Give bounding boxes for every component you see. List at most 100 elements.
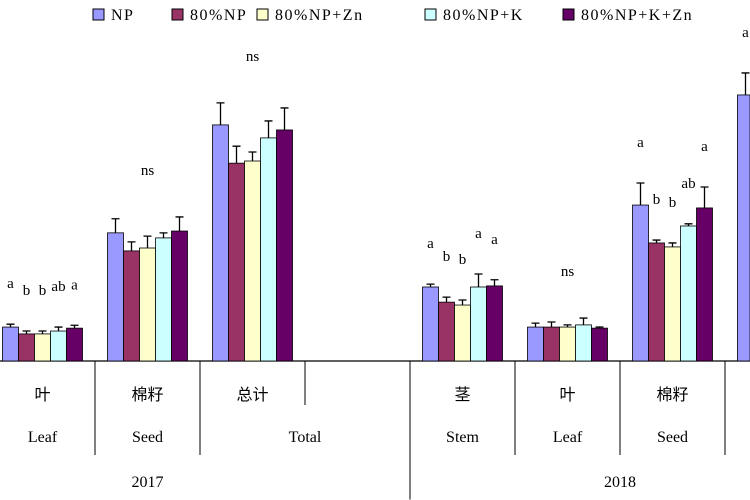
year-label-2018: 2018	[604, 474, 636, 491]
legend-label-80pctnp-plus-k-plus-zn: 80%NP+K+Zn	[581, 7, 693, 24]
bar-2018-stem-80pctnp-plus-zn	[454, 304, 471, 362]
bar-2017-seed-np	[107, 232, 124, 362]
significance-letter-2018-seed-80pctnp-plus-zn: b	[669, 195, 677, 211]
category-label-en-2018-seed: Seed	[657, 429, 688, 446]
category-label-cn-2017-seed: 棉籽	[131, 386, 163, 404]
error-bar-2018-category-3-np	[741, 72, 750, 95]
error-bar-2018-leaf-np	[531, 322, 540, 328]
error-bar-2017-total-80pctnp-plus-k-plus-zn	[280, 107, 289, 130]
category-label-en-2017-total: Total	[289, 429, 322, 446]
significance-letter-2018-seed-np: a	[637, 135, 644, 151]
bar-2017-leaf-80pctnp-plus-zn	[34, 333, 51, 362]
error-bar-2017-seed-80pctnp-plus-k-plus-zn	[175, 216, 184, 232]
error-bar-2018-leaf-80pctnp-plus-k	[579, 317, 588, 325]
error-bar-2017-seed-np	[111, 218, 120, 233]
significance-letter-2018-category-3-np: a	[742, 25, 749, 41]
bar-2018-leaf-80pctnp-plus-k-plus-zn	[591, 327, 608, 362]
error-bar-2018-stem-80pctnp-plus-k	[474, 273, 483, 287]
bar-2017-total-80pctnp-plus-k	[260, 137, 277, 362]
error-bar-2018-seed-np	[636, 182, 645, 206]
error-bar-2017-total-80pctnp-plus-zn	[248, 151, 257, 162]
bar-2018-leaf-80pctnp-plus-k	[575, 324, 592, 362]
category-label-en-2017-seed: Seed	[132, 429, 163, 446]
error-bar-2018-leaf-80pctnp-plus-zn	[563, 324, 572, 328]
bar-2017-seed-80pctnp-plus-k	[155, 237, 172, 362]
bar-2018-leaf-80pctnp-plus-zn	[559, 326, 576, 362]
error-bar-2017-seed-80pctnp	[127, 241, 136, 251]
year-label-2017: 2017	[132, 474, 164, 491]
error-bar-2017-seed-80pctnp-plus-k	[159, 232, 168, 238]
legend-label-80pctnp-plus-k: 80%NP+K	[443, 7, 524, 24]
significance-letter-2017-leaf-80pctnp-plus-k-plus-zn: a	[71, 277, 78, 293]
significance-letter-2018-stem-np: a	[427, 236, 434, 252]
error-bar-2018-stem-80pctnp	[442, 296, 451, 303]
legend-label-np: NP	[111, 7, 134, 24]
significance-letter-2018-stem-80pctnp-plus-k-plus-zn: a	[491, 232, 498, 248]
bar-2018-leaf-np	[527, 326, 544, 362]
significance-label-2017-seed: ns	[141, 163, 155, 179]
error-bar-2018-leaf-80pctnp-plus-k-plus-zn	[595, 326, 604, 329]
error-bar-2017-leaf-np	[6, 323, 15, 328]
error-bar-2018-stem-np	[426, 283, 435, 287]
legend-label-80pctnp-plus-zn: 80%NP+Zn	[275, 7, 364, 24]
bar-2018-stem-80pctnp-plus-k	[470, 286, 487, 362]
legend-item-80pctnp-plus-k: 80%NP+K	[424, 7, 524, 24]
bar-2018-seed-80pctnp-plus-k	[680, 225, 697, 362]
legend-swatch-80pctnp-plus-k	[424, 8, 437, 21]
error-bar-2018-leaf-80pctnp	[547, 321, 556, 328]
legend-item-80pctnp-plus-k-plus-zn: 80%NP+K+Zn	[562, 7, 693, 24]
bar-2017-seed-80pctnp-plus-zn	[139, 247, 156, 362]
significance-letter-2018-seed-80pctnp-plus-k-plus-zn: a	[701, 139, 708, 155]
legend-label-80pctnp: 80%NP	[190, 7, 247, 24]
error-bar-2017-total-np	[216, 102, 225, 125]
error-bar-2017-total-80pctnp	[232, 145, 241, 164]
bar-2017-seed-80pctnp-plus-k-plus-zn	[171, 230, 188, 362]
category-label-cn-2018-leaf: 叶	[559, 386, 575, 404]
significance-letter-2018-stem-80pctnp: b	[443, 249, 451, 265]
legend-swatch-80pctnp-plus-k-plus-zn	[562, 8, 575, 21]
significance-label-2017-total: ns	[246, 49, 260, 65]
bar-2017-total-np	[212, 124, 229, 362]
error-bar-2017-seed-80pctnp-plus-zn	[143, 235, 152, 249]
error-bar-2017-total-80pctnp-plus-k	[264, 120, 273, 138]
category-label-cn-2018-seed: 棉籽	[656, 386, 688, 404]
bar-2018-leaf-80pctnp	[543, 326, 560, 362]
error-bar-2018-seed-80pctnp-plus-zn	[668, 242, 677, 247]
error-bar-2017-leaf-80pctnp	[22, 330, 31, 334]
significance-letter-2017-leaf-80pctnp: b	[23, 283, 31, 299]
error-bar-2018-seed-80pctnp	[652, 239, 661, 243]
bar-2018-stem-80pctnp-plus-k-plus-zn	[486, 285, 503, 362]
legend-swatch-80pctnp-plus-zn	[256, 8, 269, 21]
significance-letter-2017-leaf-80pctnp-plus-k: ab	[51, 279, 65, 295]
category-label-en-2017-leaf: Leaf	[28, 429, 58, 446]
error-bar-2018-stem-80pctnp-plus-k-plus-zn	[490, 279, 499, 286]
significance-letter-2017-leaf-np: a	[7, 276, 14, 292]
error-bar-2018-seed-80pctnp-plus-k	[684, 223, 693, 226]
bar-2017-total-80pctnp-plus-zn	[244, 160, 261, 362]
bar-2017-leaf-np	[2, 326, 19, 362]
bar-2017-leaf-80pctnp-plus-k	[50, 330, 67, 362]
significance-letter-2017-leaf-80pctnp-plus-zn: b	[39, 283, 47, 299]
error-bar-2018-stem-80pctnp-plus-zn	[458, 299, 467, 306]
bar-2017-leaf-80pctnp-plus-k-plus-zn	[66, 327, 83, 362]
legend-swatch-80pctnp	[171, 8, 184, 21]
bar-2018-stem-np	[422, 286, 439, 362]
error-bar-2017-leaf-80pctnp-plus-k-plus-zn	[70, 324, 79, 329]
category-label-cn-2017-leaf: 叶	[34, 386, 50, 404]
bar-2018-stem-80pctnp	[438, 301, 455, 362]
legend-item-80pctnp-plus-zn: 80%NP+Zn	[256, 7, 364, 24]
bar-2017-total-80pctnp-plus-k-plus-zn	[276, 129, 293, 362]
bar-2018-category-3-np	[737, 94, 750, 362]
bar-2017-leaf-80pctnp	[18, 333, 35, 362]
significance-letter-2018-seed-80pctnp: b	[653, 192, 661, 208]
significance-letter-2018-seed-80pctnp-plus-k: ab	[681, 176, 695, 192]
error-bar-2017-leaf-80pctnp-plus-zn	[38, 330, 47, 334]
category-label-en-2018-leaf: Leaf	[553, 429, 583, 446]
significance-label-2018-leaf: ns	[561, 264, 575, 280]
significance-letter-2018-stem-80pctnp-plus-k: a	[475, 226, 482, 242]
legend-item-80pctnp: 80%NP	[171, 7, 247, 24]
legend-item-np: NP	[92, 7, 134, 24]
category-label-en-2018-stem: Stem	[446, 429, 479, 446]
